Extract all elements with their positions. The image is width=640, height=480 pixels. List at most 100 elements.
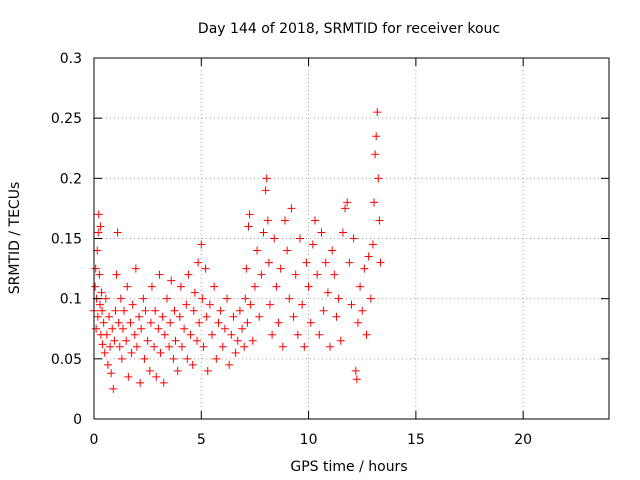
data-point bbox=[372, 132, 381, 141]
data-point bbox=[124, 372, 133, 381]
data-point bbox=[261, 186, 270, 195]
data-point bbox=[364, 252, 373, 261]
data-point bbox=[257, 270, 266, 279]
data-point bbox=[370, 198, 379, 207]
data-point bbox=[165, 342, 174, 351]
data-point bbox=[95, 270, 104, 279]
data-point bbox=[233, 336, 242, 345]
data-point bbox=[293, 330, 302, 339]
data-point bbox=[155, 270, 164, 279]
data-point bbox=[128, 300, 137, 309]
data-point bbox=[136, 378, 145, 387]
data-point bbox=[96, 300, 105, 309]
data-point bbox=[264, 258, 273, 267]
y-tick-label: 0.05 bbox=[51, 352, 82, 368]
data-point bbox=[210, 282, 219, 291]
data-point bbox=[93, 312, 102, 321]
data-point bbox=[321, 258, 330, 267]
data-point bbox=[182, 300, 191, 309]
data-point bbox=[188, 360, 197, 369]
data-point bbox=[193, 336, 201, 345]
data-point bbox=[205, 300, 214, 309]
data-point bbox=[102, 330, 111, 339]
data-point bbox=[218, 342, 227, 351]
data-point bbox=[368, 240, 377, 249]
data-point bbox=[177, 342, 186, 351]
data-point bbox=[374, 174, 383, 183]
data-point bbox=[118, 324, 127, 333]
y-tick-label: 0.15 bbox=[51, 232, 82, 248]
data-point bbox=[173, 366, 182, 375]
data-point bbox=[343, 198, 352, 207]
data-point bbox=[375, 216, 384, 225]
data-point bbox=[253, 246, 262, 255]
x-tick-label: 0 bbox=[90, 432, 99, 448]
data-point bbox=[291, 270, 300, 279]
data-point bbox=[326, 342, 335, 351]
data-point bbox=[203, 366, 212, 375]
data-point bbox=[241, 294, 250, 303]
data-point bbox=[317, 228, 326, 237]
data-point bbox=[93, 246, 102, 255]
y-tick-label: 0.1 bbox=[60, 292, 82, 308]
data-point bbox=[214, 318, 223, 327]
data-point bbox=[319, 306, 328, 315]
data-point bbox=[276, 264, 285, 273]
data-point bbox=[311, 216, 320, 225]
data-point bbox=[265, 300, 274, 309]
data-point bbox=[262, 174, 271, 183]
data-point bbox=[376, 258, 385, 267]
data-point bbox=[154, 324, 163, 333]
data-point bbox=[328, 246, 337, 255]
data-point bbox=[162, 294, 171, 303]
data-point bbox=[244, 222, 253, 231]
data-point bbox=[362, 330, 371, 339]
data-point bbox=[202, 312, 211, 321]
data-point bbox=[366, 294, 375, 303]
y-axis-label: SRMTID / TECUs bbox=[7, 182, 23, 295]
data-point bbox=[126, 318, 135, 327]
data-point bbox=[259, 228, 268, 237]
data-point bbox=[229, 312, 238, 321]
data-point bbox=[223, 294, 232, 303]
data-point bbox=[332, 312, 341, 321]
data-point bbox=[117, 354, 126, 363]
y-tick-label: 0.3 bbox=[60, 51, 82, 67]
data-point bbox=[353, 318, 362, 327]
data-point bbox=[356, 282, 365, 291]
data-point bbox=[100, 348, 109, 357]
data-point bbox=[98, 306, 107, 315]
data-point bbox=[175, 312, 184, 321]
data-point bbox=[169, 354, 178, 363]
data-point bbox=[99, 318, 108, 327]
data-point bbox=[156, 348, 165, 357]
data-point bbox=[176, 282, 185, 291]
data-point bbox=[306, 318, 315, 327]
data-point bbox=[170, 306, 179, 315]
data-point bbox=[94, 228, 103, 237]
data-point bbox=[137, 324, 146, 333]
data-point bbox=[166, 318, 175, 327]
data-point bbox=[250, 282, 259, 291]
data-point bbox=[158, 312, 167, 321]
data-point bbox=[151, 306, 160, 315]
data-point bbox=[208, 330, 217, 339]
data-point bbox=[101, 294, 110, 303]
data-point bbox=[287, 204, 296, 213]
data-point bbox=[114, 318, 123, 327]
data-point bbox=[347, 300, 356, 309]
data-point bbox=[263, 216, 272, 225]
data-point bbox=[338, 228, 347, 237]
data-point bbox=[159, 378, 168, 387]
data-point bbox=[160, 330, 169, 339]
data-point bbox=[323, 288, 332, 297]
data-point bbox=[248, 336, 257, 345]
axis-ticks: 0 0.05 0.1 0.15 0.2 0.25 0.3 0 5 10 15 20 bbox=[51, 51, 609, 448]
data-point bbox=[180, 324, 189, 333]
data-point bbox=[198, 294, 207, 303]
x-tick-label: 10 bbox=[300, 432, 318, 448]
data-point bbox=[351, 366, 360, 375]
data-point bbox=[289, 312, 298, 321]
